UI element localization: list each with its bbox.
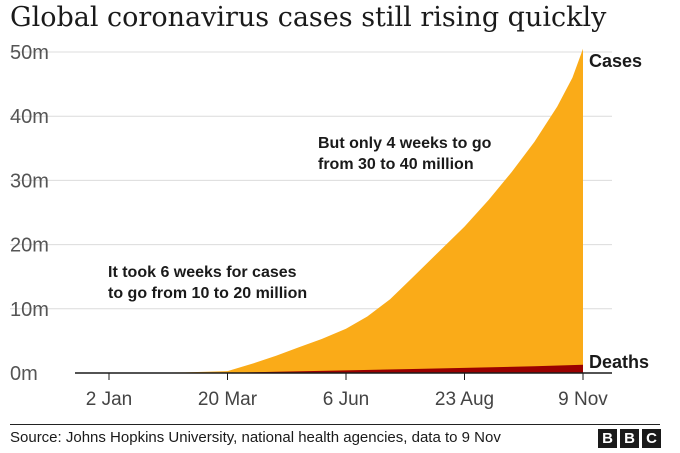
deaths-area <box>109 364 583 373</box>
x-tick-label: 2 Jan <box>86 389 132 410</box>
x-tick-label: 20 Mar <box>198 389 258 410</box>
annotation-text: to go from 10 to 20 million <box>108 285 307 302</box>
chart-plot: 0m 10m 20m 30m 40m 50m 2 Jan 20 Mar 6 Jun 23 Aug… <box>10 42 649 410</box>
series-label-deaths: Deaths <box>589 352 649 372</box>
x-tick-label: 23 Aug <box>435 389 494 410</box>
y-tick-label: 40m <box>10 106 49 128</box>
cases-area <box>109 48 583 374</box>
bbc-logo: B B C <box>598 429 661 448</box>
bbc-logo-letter-3: C <box>642 429 661 448</box>
series-label-cases: Cases <box>589 51 642 71</box>
chart-title: Global coronavirus cases still rising qu… <box>10 2 607 33</box>
bbc-logo-letter-2: B <box>620 429 639 448</box>
y-axis-ticks: 0m 10m 20m 30m 40m 50m <box>10 42 49 385</box>
annotation-text: from 30 to 40 million <box>318 156 474 173</box>
y-tick-label: 50m <box>10 42 49 64</box>
x-tick-label: 9 Nov <box>558 389 608 410</box>
footer-divider <box>10 424 660 425</box>
y-tick-label: 30m <box>10 170 49 192</box>
source-note: Source: Johns Hopkins University, nation… <box>10 429 501 446</box>
bbc-logo-letter-1: B <box>598 429 617 448</box>
annotation-text: But only 4 weeks to go <box>318 135 492 152</box>
x-tick-label: 6 Jun <box>323 389 369 410</box>
y-tick-label: 20m <box>10 235 49 257</box>
x-axis-ticks: 2 Jan 20 Mar 6 Jun 23 Aug 9 Nov <box>86 373 608 410</box>
annotations: It took 6 weeks for cases to go from 10 t… <box>108 135 492 302</box>
y-tick-label: 0m <box>10 363 38 385</box>
annotation-text: It took 6 weeks for cases <box>108 264 297 281</box>
y-tick-label: 10m <box>10 299 49 321</box>
